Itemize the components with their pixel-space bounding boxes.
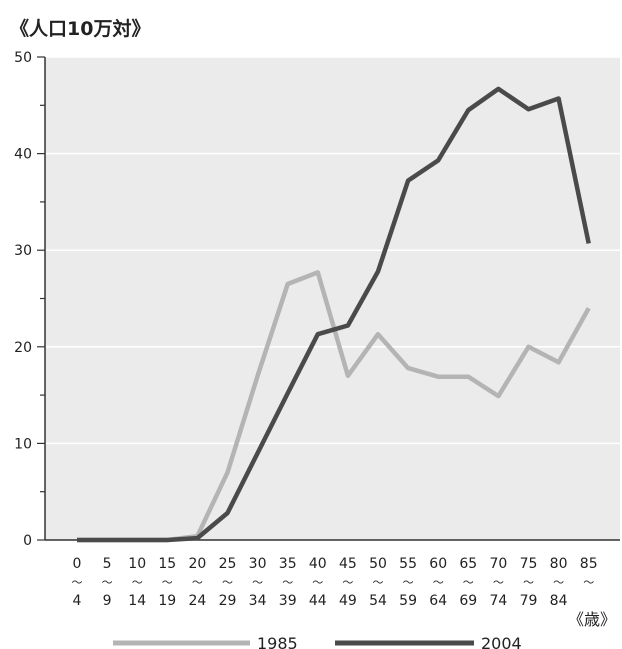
- x-tick-label-end: 74: [489, 593, 507, 609]
- x-tick-label-start: 10: [128, 556, 146, 572]
- x-tick-label-end: 49: [339, 593, 357, 609]
- x-tick-label-separator: 〜: [403, 576, 414, 589]
- x-tick-label-end: 14: [128, 593, 146, 609]
- x-axis-unit: 《歳》: [567, 610, 616, 629]
- y-tick-label: 30: [14, 243, 32, 259]
- x-tick-label-end: 84: [550, 593, 568, 609]
- x-tick-label-start: 85: [580, 556, 598, 572]
- x-tick-label-end: 44: [309, 593, 327, 609]
- x-tick-label-separator: 〜: [72, 576, 83, 589]
- x-tick-label-start: 30: [249, 556, 267, 572]
- x-tick-label-end: 79: [520, 593, 538, 609]
- x-tick-label-separator: 〜: [312, 576, 323, 589]
- x-tick-label-start: 5: [103, 556, 112, 572]
- x-tick-label-end: 9: [103, 593, 112, 609]
- x-tick-label-separator: 〜: [222, 576, 233, 589]
- x-tick-label-start: 80: [550, 556, 568, 572]
- y-tick-label: 50: [14, 50, 32, 66]
- x-tick-label-start: 15: [158, 556, 176, 572]
- x-tick-label-start: 60: [429, 556, 447, 572]
- x-tick-label-start: 70: [489, 556, 507, 572]
- legend-label-1985: 1985: [257, 634, 298, 649]
- x-tick-label-separator: 〜: [102, 576, 113, 589]
- y-tick-label: 20: [14, 340, 32, 356]
- x-tick-label-separator: 〜: [342, 576, 353, 589]
- x-tick-label-separator: 〜: [132, 576, 143, 589]
- y-tick-label: 10: [14, 436, 32, 452]
- x-tick-label-end: 24: [188, 593, 206, 609]
- x-tick-label-end: 69: [459, 593, 477, 609]
- x-tick-label-separator: 〜: [252, 576, 263, 589]
- y-axis-label: 《人口10万対》: [10, 18, 151, 40]
- x-tick-label-end: 64: [429, 593, 447, 609]
- x-tick-label-separator: 〜: [162, 576, 173, 589]
- x-tick-label-start: 20: [188, 556, 206, 572]
- x-tick-label-end: 34: [249, 593, 267, 609]
- x-tick-label-start: 65: [459, 556, 477, 572]
- legend-label-2004: 2004: [481, 634, 522, 649]
- x-tick-label-end: 39: [279, 593, 297, 609]
- x-tick-label-separator: 〜: [463, 576, 474, 589]
- x-tick-label-end: 29: [219, 593, 237, 609]
- x-tick-label-separator: 〜: [282, 576, 293, 589]
- x-tick-label-start: 0: [73, 556, 82, 572]
- x-tick-label-separator: 〜: [493, 576, 504, 589]
- y-tick-label: 40: [14, 147, 32, 163]
- x-tick-label-end: 59: [399, 593, 417, 609]
- x-tick-label-end: 54: [369, 593, 387, 609]
- x-tick-label-end: 4: [73, 593, 82, 609]
- x-tick-label-start: 50: [369, 556, 387, 572]
- y-tick-label: 0: [23, 533, 32, 549]
- x-tick-label-end: 19: [158, 593, 176, 609]
- x-tick-label-start: 45: [339, 556, 357, 572]
- x-tick-label-separator: 〜: [553, 576, 564, 589]
- x-tick-label-start: 75: [520, 556, 538, 572]
- x-tick-label-separator: 〜: [373, 576, 384, 589]
- x-tick-label-separator: 〜: [583, 576, 594, 589]
- x-tick-label-start: 25: [219, 556, 237, 572]
- x-tick-label-separator: 〜: [523, 576, 534, 589]
- x-tick-label-separator: 〜: [192, 576, 203, 589]
- x-tick-label-start: 40: [309, 556, 327, 572]
- x-tick-label-start: 35: [279, 556, 297, 572]
- x-tick-label-start: 55: [399, 556, 417, 572]
- series-line-2004: [77, 86, 591, 543]
- plot-area: [45, 57, 620, 540]
- x-tick-label-separator: 〜: [433, 576, 444, 589]
